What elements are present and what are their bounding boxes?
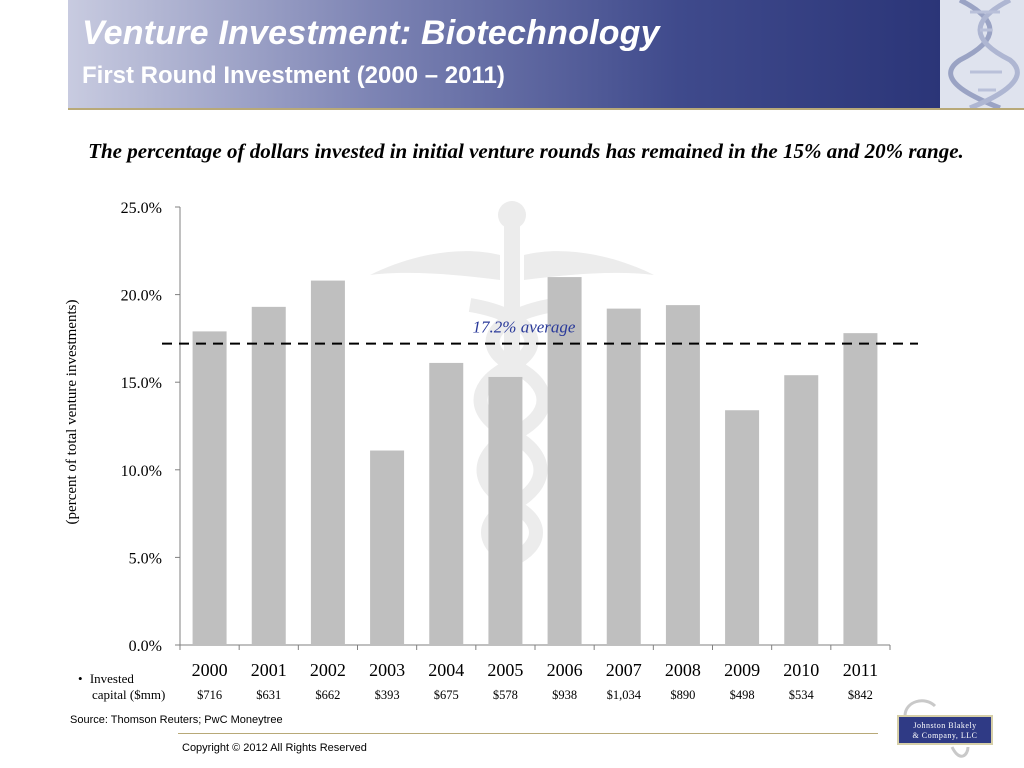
y-tick-label: 0.0% — [129, 638, 162, 655]
bullet-point: • — [78, 671, 83, 686]
x-tick-label: 2001 — [251, 660, 287, 680]
company-logo: Johnston Blakely & Company, LLC — [897, 715, 993, 745]
invested-capital-value: $631 — [256, 688, 281, 702]
source-note: Source: Thomson Reuters; PwC Moneytree — [70, 714, 283, 726]
invested-capital-value: $1,034 — [607, 688, 642, 702]
invested-capital-value: $890 — [670, 688, 695, 702]
slide-title: Venture Investment: Biotechnology — [82, 14, 660, 52]
slide-subtitle: First Round Investment (2000 – 2011) — [82, 62, 505, 89]
x-tick-label: 2003 — [369, 660, 405, 680]
bar-2001 — [251, 306, 286, 645]
bar-2011 — [843, 333, 878, 645]
invested-capital-value: $534 — [789, 688, 815, 702]
header-banner — [68, 0, 940, 108]
bar-2006 — [547, 277, 582, 645]
bar-2000 — [192, 331, 227, 645]
invested-capital-value: $938 — [552, 688, 577, 702]
bar-2004 — [429, 362, 464, 645]
x-tick-label: 2011 — [843, 660, 878, 680]
x-tick-label: 2004 — [428, 660, 464, 680]
bar-2003 — [370, 450, 405, 645]
invested-label-line1: Invested — [89, 671, 134, 686]
bar-2008 — [665, 305, 700, 645]
logo-swirl-icon — [903, 699, 937, 717]
logo-line2: & Company, LLC — [912, 731, 978, 740]
dna-helix-icon — [948, 0, 1020, 108]
bar-2005 — [488, 376, 523, 645]
x-tick-label: 2006 — [547, 660, 583, 680]
x-tick-label: 2002 — [310, 660, 346, 680]
y-tick-label: 10.0% — [121, 463, 162, 480]
bar-2007 — [606, 308, 641, 645]
invested-capital-label: • Invested capital ($mm) — [78, 671, 165, 703]
invested-capital-value: $716 — [197, 688, 222, 702]
x-tick-label: 2009 — [724, 660, 760, 680]
invested-capital-value: $578 — [493, 688, 518, 702]
average-label: 17.2% average — [473, 318, 576, 337]
footer-divider — [178, 733, 878, 734]
dna-helix-image — [940, 0, 1024, 108]
logo-line1: Johnston Blakely — [913, 721, 977, 730]
bar-2002 — [310, 280, 345, 645]
chart-headline: The percentage of dollars invested in in… — [88, 139, 964, 163]
invested-capital-value: $393 — [375, 688, 400, 702]
bar-2010 — [784, 375, 819, 645]
bar-2009 — [725, 410, 760, 645]
invested-label-line2: capital ($mm) — [92, 687, 166, 702]
x-tick-label: 2000 — [192, 660, 228, 680]
copyright-text: Copyright © 2012 All Rights Reserved — [182, 742, 367, 754]
x-tick-label: 2008 — [665, 660, 701, 680]
header-divider — [68, 108, 1024, 110]
invested-capital-value: $498 — [730, 688, 755, 702]
y-axis-title: (percent of total venture investments) — [64, 300, 80, 525]
invested-capital-value: $675 — [434, 688, 459, 702]
y-tick-label: 15.0% — [121, 375, 162, 392]
y-tick-label: 20.0% — [121, 288, 162, 305]
logo-swirl-bottom-icon — [950, 746, 970, 758]
x-tick-label: 2010 — [783, 660, 819, 680]
invested-capital-value: $842 — [848, 688, 873, 702]
x-tick-label: 2007 — [606, 660, 642, 680]
y-tick-label: 25.0% — [121, 200, 162, 217]
invested-capital-value: $662 — [315, 688, 340, 702]
x-tick-label: 2005 — [487, 660, 523, 680]
y-tick-label: 5.0% — [129, 550, 162, 567]
